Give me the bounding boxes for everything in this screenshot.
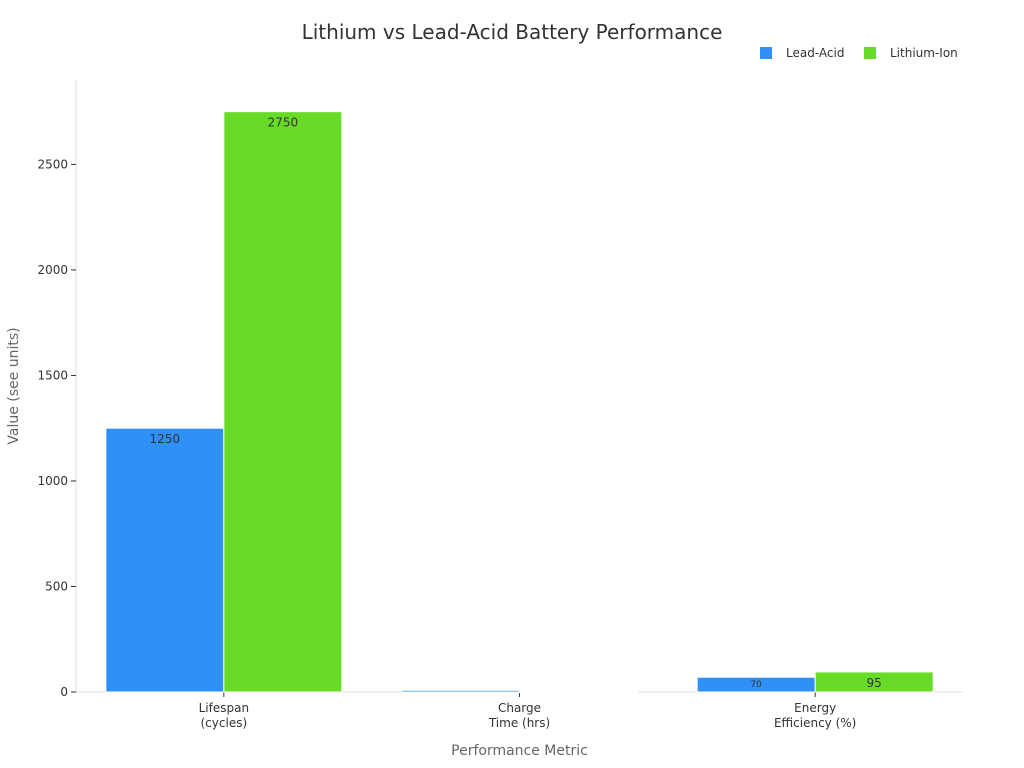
x-axis-title: Performance Metric xyxy=(451,743,588,759)
bar-lithium-ion xyxy=(223,111,343,693)
data-label: 1250 xyxy=(150,432,181,446)
y-tick-label: 2000 xyxy=(37,263,68,277)
x-tick-label: Time (hrs) xyxy=(488,716,550,730)
bar-lithium-ion xyxy=(519,691,638,694)
data-label: 70 xyxy=(750,680,762,690)
data-label: 95 xyxy=(867,676,882,690)
y-tick-label: 500 xyxy=(45,579,68,593)
bar-lead-acid xyxy=(401,689,520,693)
y-tick-label: 2500 xyxy=(37,157,68,171)
legend-label: Lithium-Ion xyxy=(890,46,958,60)
x-tick-label: Lifespan xyxy=(199,701,249,715)
legend-item-lithium-ion: Lithium-Ion xyxy=(864,46,958,60)
y-tick-label: 1000 xyxy=(37,474,68,488)
x-tick-label: Charge xyxy=(498,701,541,715)
bar-lithium-ion xyxy=(814,671,934,693)
y-tick-label: 0 xyxy=(60,685,68,699)
y-axis-title: Value (see units) xyxy=(6,327,22,444)
legend-swatch xyxy=(864,47,876,59)
data-label: 2750 xyxy=(268,116,299,130)
x-tick-label: Energy xyxy=(794,701,836,715)
bar-lead-acid xyxy=(105,427,225,693)
chart-title: Lithium vs Lead-Acid Battery Performance xyxy=(301,20,723,44)
legend-swatch xyxy=(760,47,772,59)
y-tick-label: 1500 xyxy=(37,368,68,382)
legend-label: Lead-Acid xyxy=(786,46,845,60)
x-tick-label: (cycles) xyxy=(201,716,248,730)
legend-item-lead-acid: Lead-Acid xyxy=(760,46,844,60)
x-tick-label: Efficiency (%) xyxy=(774,716,856,730)
